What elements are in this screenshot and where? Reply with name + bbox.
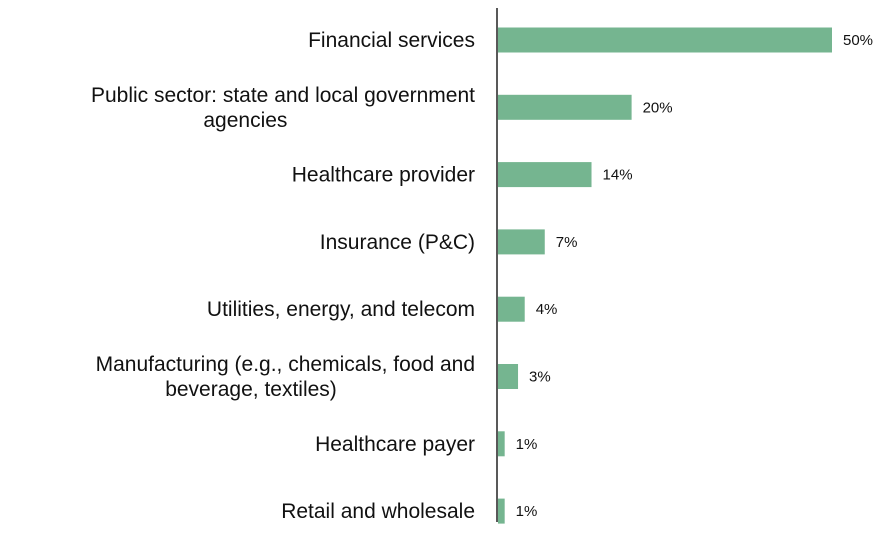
category-label-7-line-0: Retail and wholesale xyxy=(281,500,475,523)
category-label-5-line-1: beverage, textiles) xyxy=(165,378,337,401)
category-label-5-line-0: Manufacturing (e.g., chemicals, food and xyxy=(96,353,475,376)
bar-1 xyxy=(498,94,632,120)
bars-group xyxy=(498,27,832,524)
value-label-5: 3% xyxy=(529,369,551,386)
value-label-2: 14% xyxy=(603,167,633,184)
value-label-0: 50% xyxy=(843,32,873,49)
category-label-6-line-0: Healthcare payer xyxy=(315,433,475,456)
bar-7 xyxy=(498,498,505,524)
value-labels-group: 50% 20% 14% 7% 4% 3% 1% 1% xyxy=(516,32,873,520)
bar-6 xyxy=(498,431,505,457)
value-label-7: 1% xyxy=(516,503,538,520)
category-label-3-line-0: Insurance (P&C) xyxy=(320,231,475,254)
category-label-2-line-0: Healthcare provider xyxy=(292,164,475,187)
bar-5 xyxy=(498,364,519,389)
value-label-4: 4% xyxy=(536,301,558,318)
category-labels-group: Financial services Public sector: state a… xyxy=(91,29,475,523)
bar-3 xyxy=(498,229,545,255)
category-label-1-line-1: agencies xyxy=(203,109,287,132)
bar-2 xyxy=(498,162,592,188)
category-label-4-line-0: Utilities, energy, and telecom xyxy=(207,298,475,321)
bar-0 xyxy=(498,27,832,53)
value-label-3: 7% xyxy=(556,234,578,251)
value-label-6: 1% xyxy=(516,436,538,453)
category-label-1-line-0: Public sector: state and local governmen… xyxy=(91,84,475,107)
bar-4 xyxy=(498,296,525,322)
value-label-1: 20% xyxy=(643,99,673,116)
category-label-0-line-0: Financial services xyxy=(308,29,475,52)
